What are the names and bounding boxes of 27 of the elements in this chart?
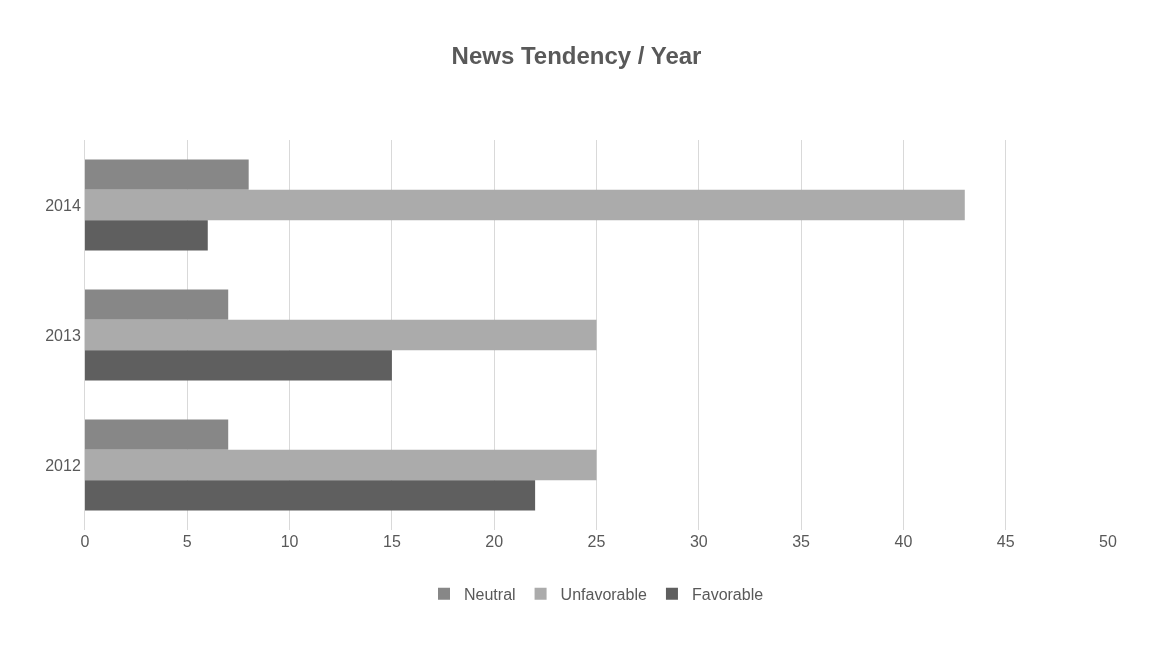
bar: [85, 419, 229, 450]
x-tick-label: 45: [996, 533, 1015, 550]
bar: [85, 480, 536, 511]
legend-label: Unfavorable: [560, 585, 647, 603]
bar: [85, 189, 965, 221]
x-tick-label: 35: [792, 533, 811, 550]
y-tick-label: 2014: [45, 196, 81, 214]
legend-label: Neutral: [464, 585, 516, 603]
x-tick-label: 0: [80, 533, 90, 550]
x-tick-label: 5: [182, 533, 192, 550]
bar: [85, 319, 597, 351]
bar: [85, 289, 229, 320]
x-tick-label: 25: [587, 533, 606, 550]
x-tick-label: 10: [280, 533, 299, 550]
y-tick-label: 2013: [45, 326, 81, 344]
bar: [85, 350, 392, 381]
bar: [85, 449, 597, 481]
x-tick-label: 40: [894, 533, 913, 550]
x-tick-label: 30: [689, 533, 708, 550]
x-tick-label: 15: [383, 533, 401, 550]
bar: [85, 220, 208, 251]
chart-title: News Tendency / Year: [451, 41, 702, 69]
x-tick-label: 50: [1099, 533, 1117, 550]
bar: [85, 159, 249, 190]
x-tick-label: 20: [485, 533, 504, 550]
y-tick-label: 2012: [45, 456, 81, 474]
legend-label: Favorable: [691, 585, 764, 603]
